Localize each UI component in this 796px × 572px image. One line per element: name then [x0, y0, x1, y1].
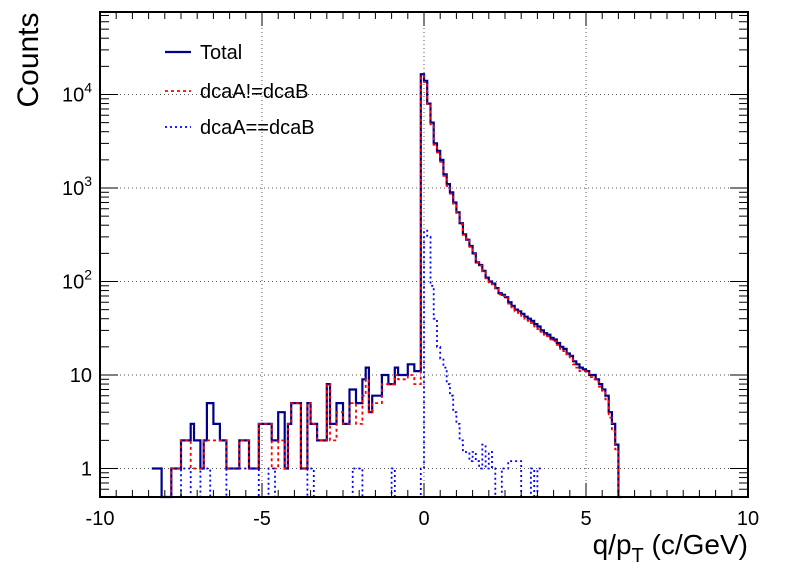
series-line-2: [151, 75, 622, 498]
legend-label: dcaA!=dcaB: [200, 81, 308, 103]
y-axis-label: Counts: [12, 12, 45, 107]
series-line-3: [151, 229, 541, 498]
axis-ticks: -10 -5 0 5 10 1 10 102 103 104: [62, 12, 759, 530]
y-tick-label: 103: [62, 173, 92, 200]
x-tick-label: 0: [418, 508, 429, 530]
y-tick-label: 1: [81, 459, 92, 481]
y-tick-label: 102: [62, 267, 92, 294]
x-axis-label-sub: T: [632, 545, 644, 567]
x-axis-label-main: q/p: [593, 529, 632, 560]
y-tick-label: 10: [70, 365, 92, 387]
x-axis-label: q/pT (c/GeV): [593, 529, 748, 567]
grid: [100, 12, 748, 497]
x-tick-label: 5: [580, 508, 591, 530]
y-tick-label: 104: [62, 80, 92, 107]
series-group: [151, 73, 622, 499]
x-axis-label-unit: (c/GeV): [652, 529, 748, 560]
x-tick-label: -5: [253, 508, 271, 530]
x-tick-label: 10: [737, 508, 759, 530]
legend: Total dcaA!=dcaB dcaA==dcaB: [165, 42, 315, 139]
x-tick-label: -10: [86, 508, 115, 530]
legend-label: Total: [200, 42, 242, 64]
legend-label: dcaA==dcaB: [200, 117, 315, 139]
